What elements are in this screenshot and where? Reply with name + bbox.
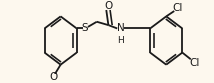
Text: O: O bbox=[49, 72, 57, 82]
Text: N: N bbox=[117, 23, 125, 33]
Text: O: O bbox=[104, 1, 112, 11]
Text: H: H bbox=[117, 36, 124, 45]
Text: S: S bbox=[82, 23, 88, 33]
Text: Cl: Cl bbox=[189, 58, 199, 68]
Text: Cl: Cl bbox=[172, 3, 183, 13]
